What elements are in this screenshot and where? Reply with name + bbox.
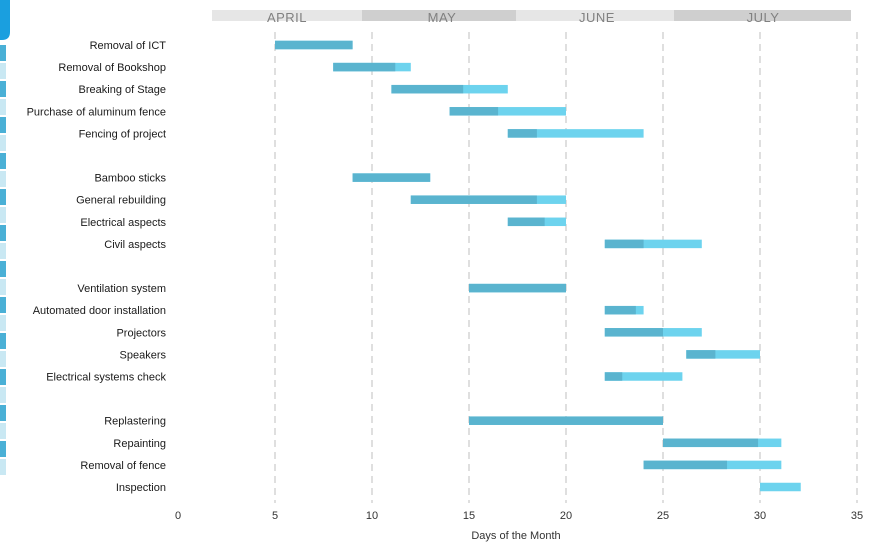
task-label: Purchase of aluminum fence	[27, 106, 166, 118]
task-bar-remaining	[760, 482, 801, 492]
left-stripe	[0, 387, 6, 403]
task-bar-progress	[333, 62, 396, 72]
task-bar-remaining	[604, 239, 702, 249]
task-bar-progress	[507, 129, 537, 138]
month-header-band	[212, 10, 362, 21]
task-label: Removal of ICT	[90, 40, 167, 52]
x-tick-label: 35	[851, 510, 863, 522]
task-bar-progress	[604, 305, 636, 315]
x-tick-label: 5	[272, 510, 278, 522]
x-tick-label: 10	[366, 510, 378, 522]
task-bar-progress	[449, 107, 499, 116]
task-bar-remaining	[686, 350, 760, 359]
left-stripe	[0, 423, 6, 439]
task-label: Speakers	[120, 349, 167, 361]
left-stripe	[0, 405, 6, 421]
task-label: Electrical aspects	[80, 217, 166, 229]
month-header-band	[674, 10, 851, 21]
task-label: Removal of Bookshop	[58, 62, 166, 74]
left-stripe	[0, 261, 6, 277]
x-tick-label: 15	[463, 510, 475, 522]
x-tick-label: 25	[657, 510, 669, 522]
month-label: JULY	[747, 10, 780, 25]
left-stripe	[0, 153, 6, 169]
left-stripe	[0, 171, 6, 187]
task-label: Removal of fence	[80, 460, 166, 472]
x-tick-label: 20	[560, 510, 572, 522]
task-bar-progress	[604, 372, 623, 381]
left-stripe	[0, 81, 6, 97]
task-label: Electrical systems check	[46, 372, 166, 384]
left-stripe	[0, 333, 6, 349]
month-label: JUNE	[579, 10, 615, 25]
task-bar-remaining	[507, 129, 644, 138]
task-label: Replastering	[104, 416, 166, 428]
task-label: Breaking of Stage	[79, 84, 166, 96]
left-stripe	[0, 135, 6, 151]
task-bar-progress	[275, 40, 353, 50]
task-bar-remaining	[449, 107, 566, 116]
x-axis-label: Days of the Month	[471, 530, 560, 542]
task-bar-progress	[686, 350, 716, 359]
left-stripe	[0, 297, 6, 313]
month-label: MAY	[428, 10, 457, 25]
left-stripe	[0, 225, 6, 241]
task-bar-progress	[604, 239, 644, 249]
task-bar-progress	[469, 416, 663, 425]
task-label: Repainting	[113, 438, 166, 450]
left-stripe	[0, 243, 6, 259]
left-stripe	[0, 369, 6, 385]
task-label: Automated door installation	[33, 305, 166, 317]
corner-badge	[0, 0, 10, 40]
x-tick-label: 0	[175, 510, 181, 522]
task-bar-progress	[604, 328, 663, 337]
left-stripe	[0, 315, 6, 331]
left-stripe	[0, 45, 6, 61]
task-label: Projectors	[116, 327, 166, 339]
task-label: Fencing of project	[79, 128, 166, 140]
task-bar-progress	[663, 438, 759, 448]
left-stripe	[0, 441, 6, 457]
task-bar-progress	[410, 195, 537, 204]
task-label: Civil aspects	[104, 239, 166, 251]
task-label: General rebuilding	[76, 195, 166, 207]
month-header-band	[516, 10, 674, 21]
left-stripe	[0, 189, 6, 205]
left-stripe	[0, 459, 6, 475]
task-label: Ventilation system	[77, 283, 166, 295]
task-bar-progress	[352, 173, 431, 182]
task-label: Inspection	[116, 482, 166, 494]
left-stripe	[0, 99, 6, 115]
task-bar-progress	[643, 460, 728, 470]
left-stripe	[0, 279, 6, 295]
task-bar-remaining	[604, 372, 683, 381]
left-stripe	[0, 351, 6, 367]
task-bar-progress	[391, 84, 464, 94]
left-stripe	[0, 63, 6, 79]
x-tick-label: 30	[754, 510, 766, 522]
left-stripe	[0, 117, 6, 133]
task-label: Bamboo sticks	[94, 173, 166, 185]
task-bar-progress	[507, 217, 545, 227]
month-header-band	[362, 10, 516, 21]
task-bar-progress	[469, 283, 566, 293]
month-label: APRIL	[267, 10, 307, 25]
left-stripe	[0, 207, 6, 223]
